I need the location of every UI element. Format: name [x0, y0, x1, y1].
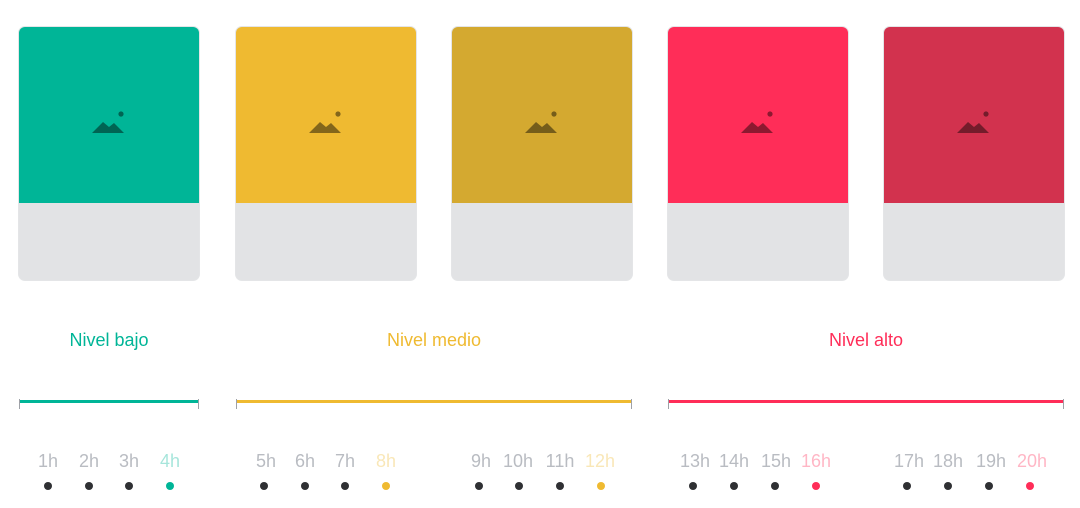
card-image [884, 27, 1064, 203]
hour-label: 20h [1016, 451, 1048, 471]
level-label-low: Nivel bajo [69, 330, 149, 350]
hour-label: 8h [375, 451, 397, 471]
hour-dot[interactable] [944, 482, 952, 490]
image-placeholder-icon [309, 111, 341, 133]
card-high-2[interactable] [884, 27, 1064, 280]
hour-label: 9h [470, 451, 492, 471]
card-image [668, 27, 848, 203]
hour-label: 2h [78, 451, 100, 471]
hour-label: 4h [159, 451, 181, 471]
card-image [19, 27, 199, 203]
hour-dot[interactable] [301, 482, 309, 490]
hour-label: 5h [255, 451, 277, 471]
hour-dot[interactable] [166, 482, 174, 490]
hour-dot[interactable] [985, 482, 993, 490]
hour-dot[interactable] [1026, 482, 1034, 490]
card-low[interactable] [19, 27, 199, 280]
hour-dot[interactable] [341, 482, 349, 490]
hour-dot[interactable] [515, 482, 523, 490]
hour-dot[interactable] [382, 482, 390, 490]
hour-label: 18h [932, 451, 964, 471]
card-image [452, 27, 632, 203]
hour-dot[interactable] [44, 482, 52, 490]
hour-dot[interactable] [597, 482, 605, 490]
card-high-1[interactable] [668, 27, 848, 280]
hour-label: 17h [893, 451, 925, 471]
hour-label: 1h [37, 451, 59, 471]
image-placeholder-icon [525, 111, 557, 133]
hour-dot[interactable] [903, 482, 911, 490]
hour-label: 11h [545, 451, 575, 471]
hour-label: 6h [294, 451, 316, 471]
hour-dot[interactable] [730, 482, 738, 490]
hour-dot[interactable] [475, 482, 483, 490]
hour-dot[interactable] [260, 482, 268, 490]
hour-dot[interactable] [812, 482, 820, 490]
image-placeholder-icon [957, 111, 989, 133]
hour-label: 10h [502, 451, 534, 471]
hour-label: 19h [975, 451, 1007, 471]
hour-label: 12h [584, 451, 616, 471]
hour-label: 16h [800, 451, 832, 471]
range-bar-high [668, 399, 1064, 409]
range-bar-medium [236, 399, 632, 409]
hour-label: 7h [334, 451, 356, 471]
card-image [236, 27, 416, 203]
hour-label: 15h [760, 451, 792, 471]
level-label-high: Nivel alto [828, 330, 904, 350]
hour-dot[interactable] [771, 482, 779, 490]
hour-dot[interactable] [125, 482, 133, 490]
range-bar-low [19, 399, 199, 409]
level-label-medium: Nivel medio [386, 330, 482, 350]
card-medium-2[interactable] [452, 27, 632, 280]
hour-dot[interactable] [85, 482, 93, 490]
hour-label: 14h [718, 451, 750, 471]
hour-label: 13h [679, 451, 711, 471]
card-medium-1[interactable] [236, 27, 416, 280]
image-placeholder-icon [741, 111, 773, 133]
hour-label: 3h [118, 451, 140, 471]
hour-dot[interactable] [556, 482, 564, 490]
image-placeholder-icon [92, 111, 124, 133]
hour-dot[interactable] [689, 482, 697, 490]
